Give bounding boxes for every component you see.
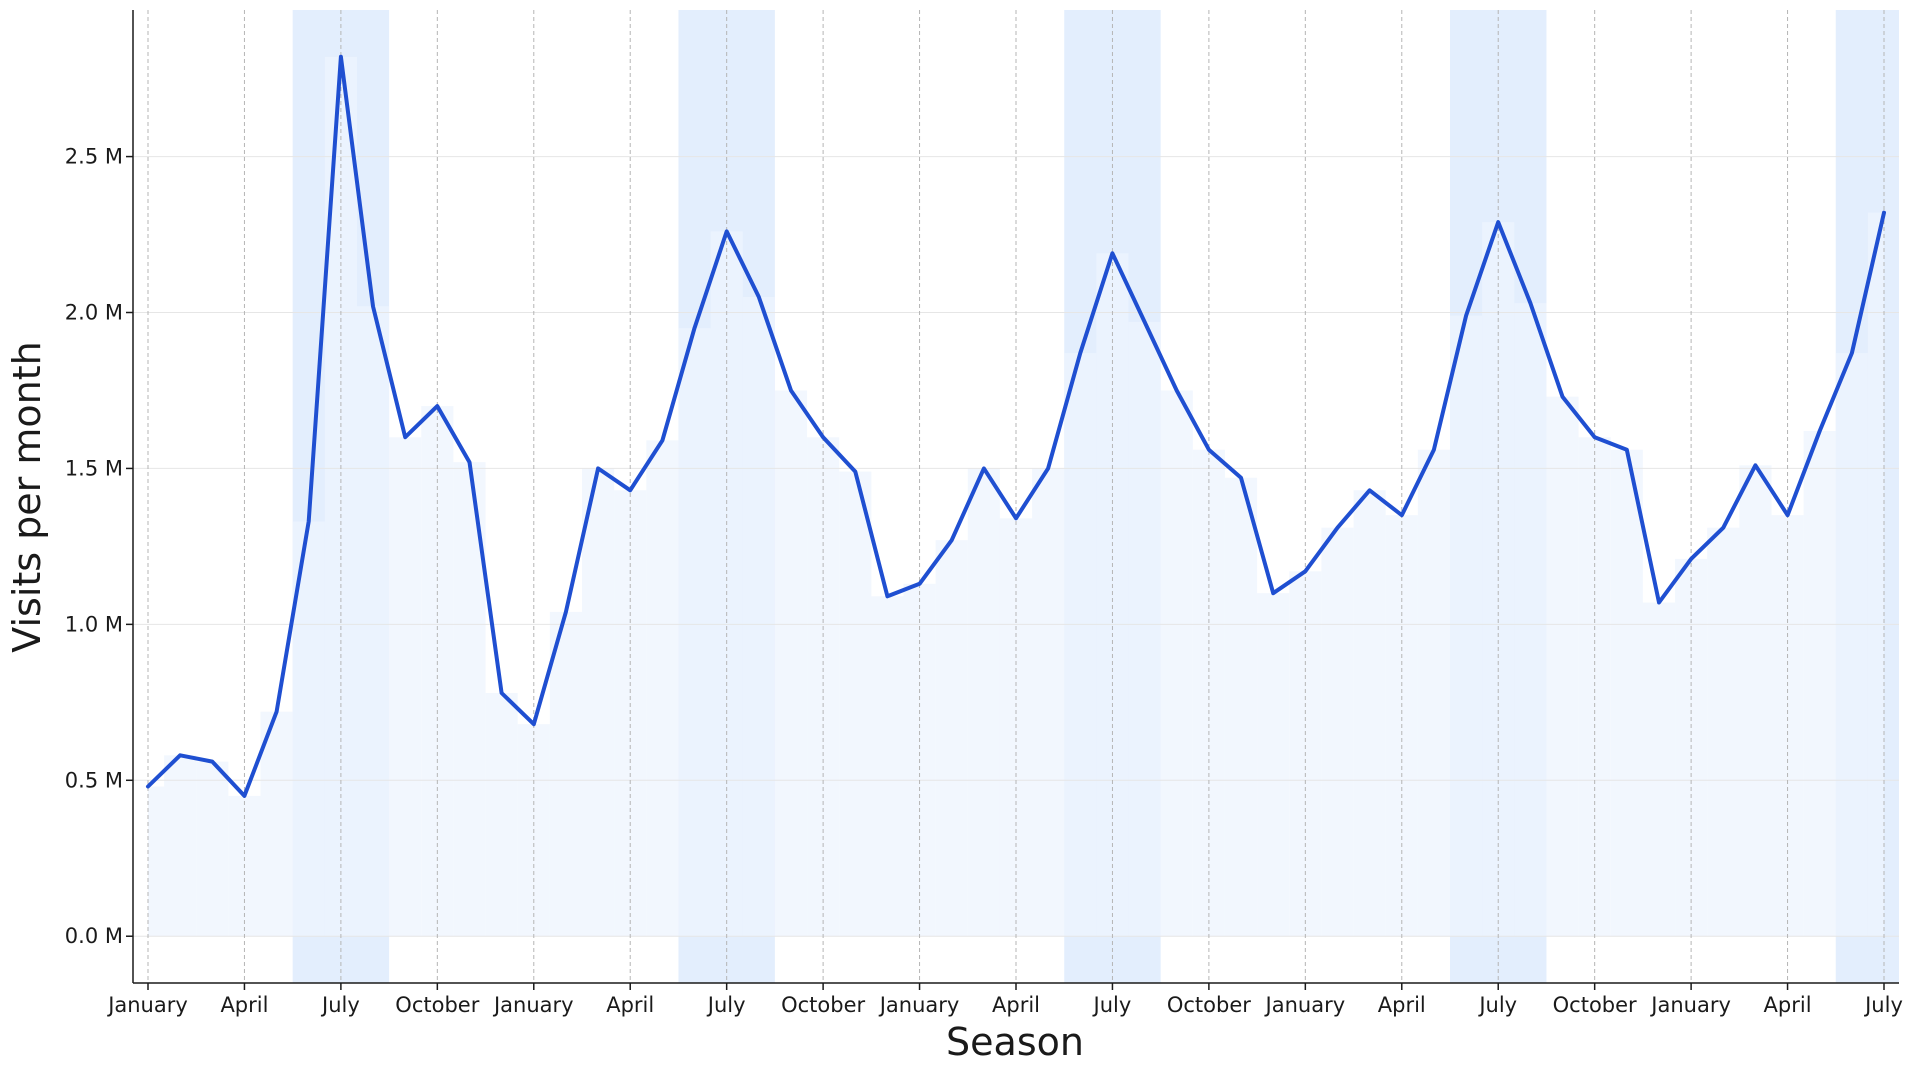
month-bar (356, 306, 390, 937)
month-bar (196, 761, 229, 937)
month-bar (871, 596, 904, 937)
month-bar (935, 540, 968, 937)
month-bar (1514, 303, 1547, 937)
month-bar (807, 437, 840, 937)
month-bar (967, 468, 1000, 937)
month-bar (1578, 437, 1611, 937)
x-tick-label: October (1553, 993, 1637, 1017)
y-tick-label: 0.0 M (65, 924, 123, 948)
x-tick-label: January (106, 993, 188, 1017)
x-tick-label: January (492, 993, 574, 1017)
visits-series (146, 54, 1886, 798)
grid (133, 10, 1899, 983)
month-bar (549, 611, 582, 937)
month-bar (1064, 353, 1097, 937)
month-bar (1867, 212, 1884, 937)
y-tick-label: 0.5 M (65, 768, 123, 792)
month-bar (485, 692, 518, 937)
month-bar (839, 471, 872, 937)
month-bar (164, 755, 197, 937)
month-bar (1546, 396, 1579, 937)
y-tick-label: 1.5 M (65, 456, 123, 480)
y-tick-label: 1.0 M (65, 612, 123, 636)
x-tick-label: July (1092, 993, 1132, 1017)
x-tick-label: April (992, 993, 1040, 1017)
month-bar (1128, 321, 1161, 937)
x-tick-label: April (1378, 993, 1426, 1017)
month-bar (1224, 477, 1258, 937)
month-bar (1450, 315, 1483, 937)
month-bar (646, 440, 679, 937)
month-bar (582, 468, 615, 937)
month-bar (148, 786, 165, 937)
month-bar (1739, 465, 1772, 937)
x-tick-label: July (706, 993, 746, 1017)
x-tick-label: April (1764, 993, 1812, 1017)
month-bar (1032, 468, 1065, 937)
series-line (146, 54, 1886, 798)
month-bar (742, 296, 775, 937)
month-bar (1707, 527, 1740, 937)
month-bar (774, 390, 808, 937)
month-bar (1321, 527, 1354, 937)
y-tick-label: 2.5 M (65, 145, 123, 169)
x-axis-title: Season (946, 1020, 1084, 1064)
x-tick-label: July (1863, 993, 1903, 1017)
axes: 0.0 M 0.5 M 1.0 M 1.5 M 2.0 M 2.5 M January Apr… (65, 10, 1903, 1017)
month-bar (1353, 490, 1386, 937)
month-bar (260, 711, 293, 937)
x-tick-label: July (1477, 993, 1517, 1017)
month-bar (1610, 449, 1643, 937)
y-axis-title: Visits per month (5, 341, 49, 652)
month-bar (1803, 431, 1836, 937)
month-bar (389, 437, 422, 937)
month-bar (1160, 390, 1193, 937)
x-tick-label: January (1264, 993, 1346, 1017)
y-tick-label: 2.0 M (65, 301, 123, 325)
month-bar (1257, 593, 1290, 937)
month-bar (1642, 602, 1676, 937)
month-bar (1417, 449, 1450, 937)
x-tick-label: October (781, 993, 865, 1017)
month-bar (678, 328, 711, 937)
month-bar (1835, 353, 1868, 937)
x-tick-label: January (1649, 993, 1731, 1017)
x-tick-label: October (1167, 993, 1251, 1017)
x-tick-label: April (220, 993, 268, 1017)
x-tick-label: July (320, 993, 360, 1017)
x-tick-label: January (878, 993, 960, 1017)
x-tick-label: October (395, 993, 479, 1017)
x-tick-label: April (606, 993, 654, 1017)
